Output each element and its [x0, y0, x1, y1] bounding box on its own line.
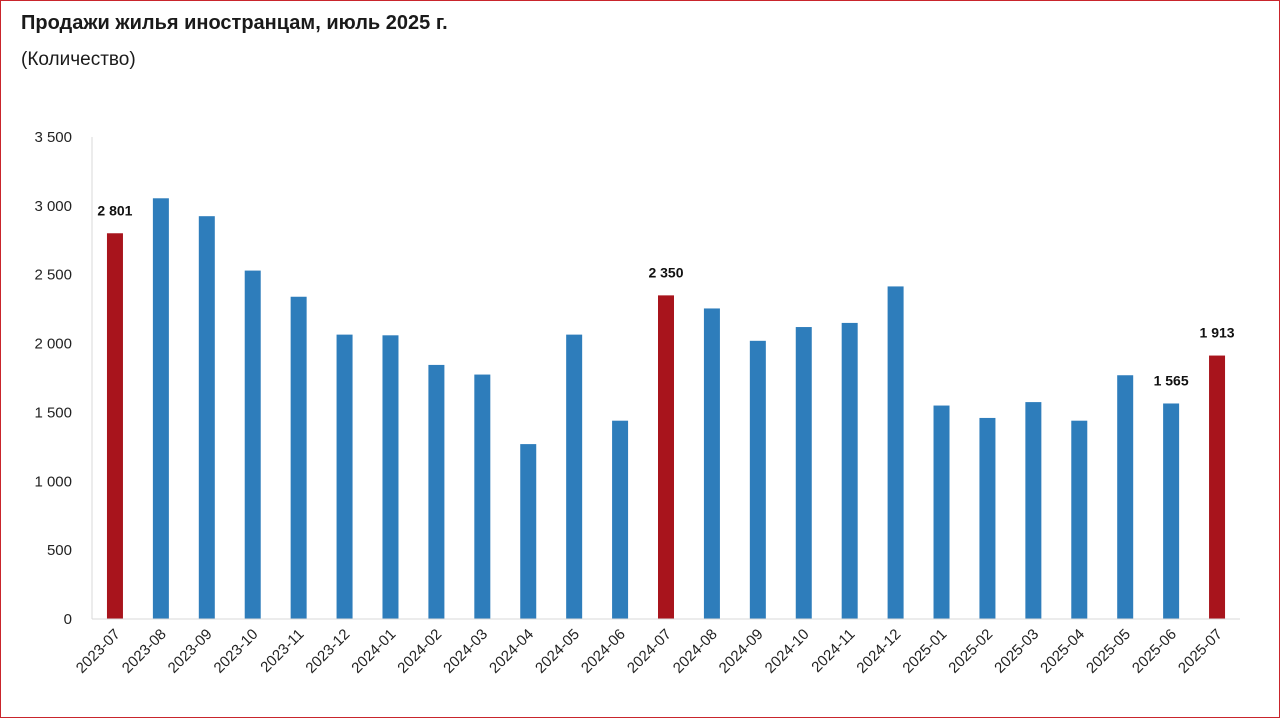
bar [1117, 375, 1134, 619]
x-tick-label: 2025-03 [991, 626, 1042, 677]
y-axis: 0 500 1 000 1 500 2 000 2 500 3 000 3 500 [34, 129, 93, 628]
y-tick-label: 1 000 [34, 473, 72, 490]
chart-title: Продажи жилья иностранцам, июль 2025 г. [21, 12, 448, 34]
bar [887, 286, 904, 619]
bar [933, 405, 950, 619]
x-tick-label: 2024-11 [808, 626, 858, 676]
bars [106, 198, 1226, 620]
data-label: 2 350 [648, 264, 683, 280]
x-tick-label: 2024-04 [486, 626, 537, 677]
x-tick-label: 2025-06 [1129, 626, 1180, 677]
x-tick-label: 2023-08 [119, 626, 170, 677]
bar [1163, 403, 1180, 619]
bar [1071, 420, 1088, 619]
x-tick-label: 2023-07 [73, 626, 124, 677]
bar [152, 198, 169, 620]
bar [290, 296, 307, 619]
bar [428, 364, 445, 619]
data-labels: 2 801 2 350 1 565 1 913 [97, 202, 1234, 388]
x-tick-label: 2024-05 [532, 626, 583, 677]
x-tick-label: 2025-04 [1037, 626, 1088, 677]
bar [612, 420, 629, 619]
bar [979, 417, 996, 619]
bar [474, 374, 491, 619]
x-tick-label: 2025-05 [1083, 626, 1134, 677]
bar [520, 444, 537, 619]
bar [795, 327, 812, 619]
bar [566, 334, 583, 619]
bar [1025, 402, 1042, 619]
x-tick-label: 2024-03 [440, 626, 491, 677]
x-axis: 2023-072023-082023-092023-102023-112023-… [73, 618, 1240, 677]
bar [382, 335, 399, 619]
y-tick-label: 2 500 [34, 267, 72, 284]
data-label: 1 913 [1200, 325, 1235, 341]
x-tick-label: 2025-07 [1175, 626, 1226, 677]
data-label: 2 801 [97, 202, 132, 218]
y-tick-label: 500 [47, 542, 72, 559]
y-tick-label: 2 000 [34, 336, 72, 353]
x-tick-label: 2024-02 [394, 626, 445, 677]
y-tick-label: 1 500 [34, 404, 72, 421]
x-tick-label: 2024-08 [670, 626, 721, 677]
x-tick-label: 2025-01 [899, 626, 950, 677]
bar-highlighted [106, 233, 123, 620]
y-tick-label: 3 500 [34, 129, 72, 146]
bar-highlighted [1209, 355, 1226, 619]
x-tick-label: 2023-12 [302, 626, 353, 677]
chart-subtitle: (Количество) [21, 49, 136, 70]
bar [244, 270, 261, 619]
bar [336, 334, 353, 619]
x-tick-label: 2023-10 [211, 626, 262, 677]
x-tick-label: 2023-11 [257, 626, 307, 676]
x-tick-label: 2024-12 [853, 626, 904, 677]
bar [841, 322, 858, 619]
x-tick-label: 2024-06 [578, 626, 629, 677]
x-tick-label: 2024-01 [348, 626, 399, 677]
x-tick-label: 2024-09 [716, 626, 767, 677]
y-tick-label: 3 000 [34, 198, 72, 215]
y-tick-label: 0 [64, 611, 72, 628]
bar [198, 216, 215, 619]
bar [749, 340, 766, 619]
data-label: 1 565 [1154, 372, 1189, 388]
bar-highlighted [658, 295, 674, 619]
bar [703, 308, 720, 619]
x-tick-label: 2024-07 [624, 626, 675, 677]
x-tick-label: 2025-02 [945, 626, 996, 677]
x-tick-label: 2023-09 [165, 626, 216, 677]
x-tick-label: 2024-10 [762, 626, 813, 677]
